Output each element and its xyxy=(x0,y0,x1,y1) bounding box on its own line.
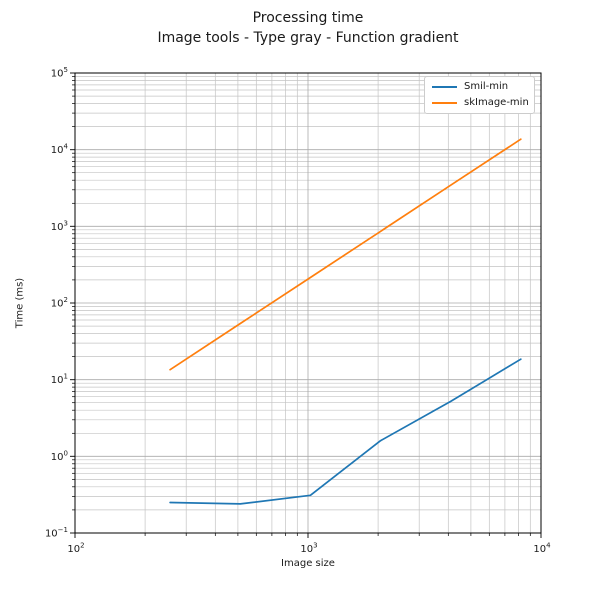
legend-item-skimage-min: skImage-min xyxy=(432,96,529,109)
svg-text:103: 103 xyxy=(51,219,68,233)
svg-text:104: 104 xyxy=(533,542,551,556)
svg-text:10−1: 10−1 xyxy=(45,526,68,540)
chart-title-block: Processing time Image tools - Type gray … xyxy=(75,8,541,48)
x-axis-label: Image size xyxy=(281,558,335,569)
legend: Smil-min skImage-min xyxy=(424,76,535,114)
svg-text:103: 103 xyxy=(300,542,317,556)
legend-label-smil-min: Smil-min xyxy=(464,81,509,92)
y-axis-label: Time (ms) xyxy=(14,277,26,329)
svg-text:102: 102 xyxy=(51,296,68,310)
svg-text:104: 104 xyxy=(51,143,69,157)
chart-title: Processing time xyxy=(252,10,364,26)
svg-text:100: 100 xyxy=(51,449,68,463)
legend-item-smil-min: Smil-min xyxy=(432,80,527,93)
legend-label-skimage-min: skImage-min xyxy=(464,97,529,108)
svg-text:105: 105 xyxy=(51,66,68,80)
svg-text:102: 102 xyxy=(67,542,84,556)
chart-subtitle: Image tools - Type gray - Function gradi… xyxy=(157,30,459,46)
legend-swatch-skimage-min xyxy=(432,101,457,104)
legend-swatch-smil-min xyxy=(432,85,457,88)
svg-text:101: 101 xyxy=(51,373,68,387)
